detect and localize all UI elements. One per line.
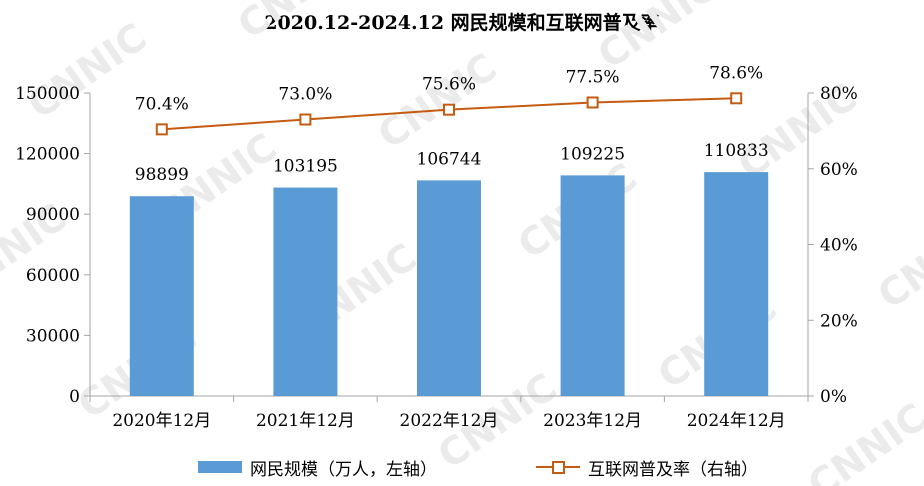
right-axis-tick-label: 40% xyxy=(820,236,858,256)
line-marker xyxy=(586,96,599,109)
chart-title: 2020.12-2024.12 网民规模和互联网普及率 xyxy=(264,12,660,34)
x-axis-tick-label: 2020年12月 xyxy=(112,411,211,431)
line-data-label: 75.6% xyxy=(422,75,476,95)
bar-series xyxy=(129,172,769,396)
bar-data-label: 110833 xyxy=(704,141,769,161)
bar xyxy=(417,180,481,396)
watermark-text: CNNIC xyxy=(590,0,725,77)
x-axis-tick-label: 2021年12月 xyxy=(256,411,355,431)
right-axis-tick-label: 20% xyxy=(820,311,858,331)
watermark-text: CNNIC xyxy=(370,45,505,158)
line-marker xyxy=(443,103,455,116)
legend-bar-swatch xyxy=(198,461,242,473)
x-axis-tick-label: 2023年12月 xyxy=(543,411,642,431)
legend-item-line: 互联网普及率（右轴） xyxy=(536,452,758,482)
bar-data-label: 106744 xyxy=(417,149,482,169)
line-data-label: 73.0% xyxy=(278,85,332,105)
left-axis-tick-label: 90000 xyxy=(26,205,80,225)
bar xyxy=(560,175,625,396)
bar xyxy=(273,187,338,396)
line-marker xyxy=(299,113,312,126)
right-axis-tick-label: 0% xyxy=(820,387,847,407)
data-labels: 98899 103195 106744 109225 110833 70.4% 73.0% 7… xyxy=(135,63,769,185)
left-axis-tick-label: 60000 xyxy=(26,266,80,286)
right-axis-tick-label: 60% xyxy=(820,160,858,180)
watermark-text: CNNIC xyxy=(870,205,924,318)
left-axis-tick-label: 150000 xyxy=(15,84,80,104)
line-data-label: 77.5% xyxy=(566,67,620,87)
bar-data-label: 109225 xyxy=(560,144,625,164)
right-axis-tick-label: 80% xyxy=(820,84,858,104)
bar xyxy=(129,196,194,396)
line-data-label: 78.6% xyxy=(709,63,763,83)
left-axis-tick-label: 120000 xyxy=(15,145,80,165)
line-marker xyxy=(155,123,168,136)
bar-data-label: 103195 xyxy=(273,157,338,177)
legend-label-line: 互联网普及率（右轴） xyxy=(588,459,758,480)
x-axis-tick-label: 2024年12月 xyxy=(687,411,786,431)
line-data-label: 70.4% xyxy=(135,94,189,114)
left-axis-tick-label: 0 xyxy=(69,387,80,407)
left-axis-tick-label: 30000 xyxy=(26,326,80,346)
axes: 0 30000 60000 90000 120000 150000 0% 20% 40% 60% 8… xyxy=(15,84,858,431)
bar-data-label: 98899 xyxy=(135,165,189,185)
legend-label-bar: 网民规模（万人，左轴） xyxy=(250,459,437,480)
legend-line-swatch xyxy=(536,460,580,474)
bar xyxy=(704,172,769,396)
legend-item-bar: 网民规模（万人，左轴） xyxy=(198,452,437,482)
watermark-text: CNNIC xyxy=(230,0,365,47)
line-series xyxy=(155,92,743,136)
x-axis-tick-label: 2022年12月 xyxy=(400,411,499,431)
legend: 网民规模（万人，左轴） 互联网普及率（右轴） xyxy=(0,452,924,482)
line-marker xyxy=(730,92,743,105)
